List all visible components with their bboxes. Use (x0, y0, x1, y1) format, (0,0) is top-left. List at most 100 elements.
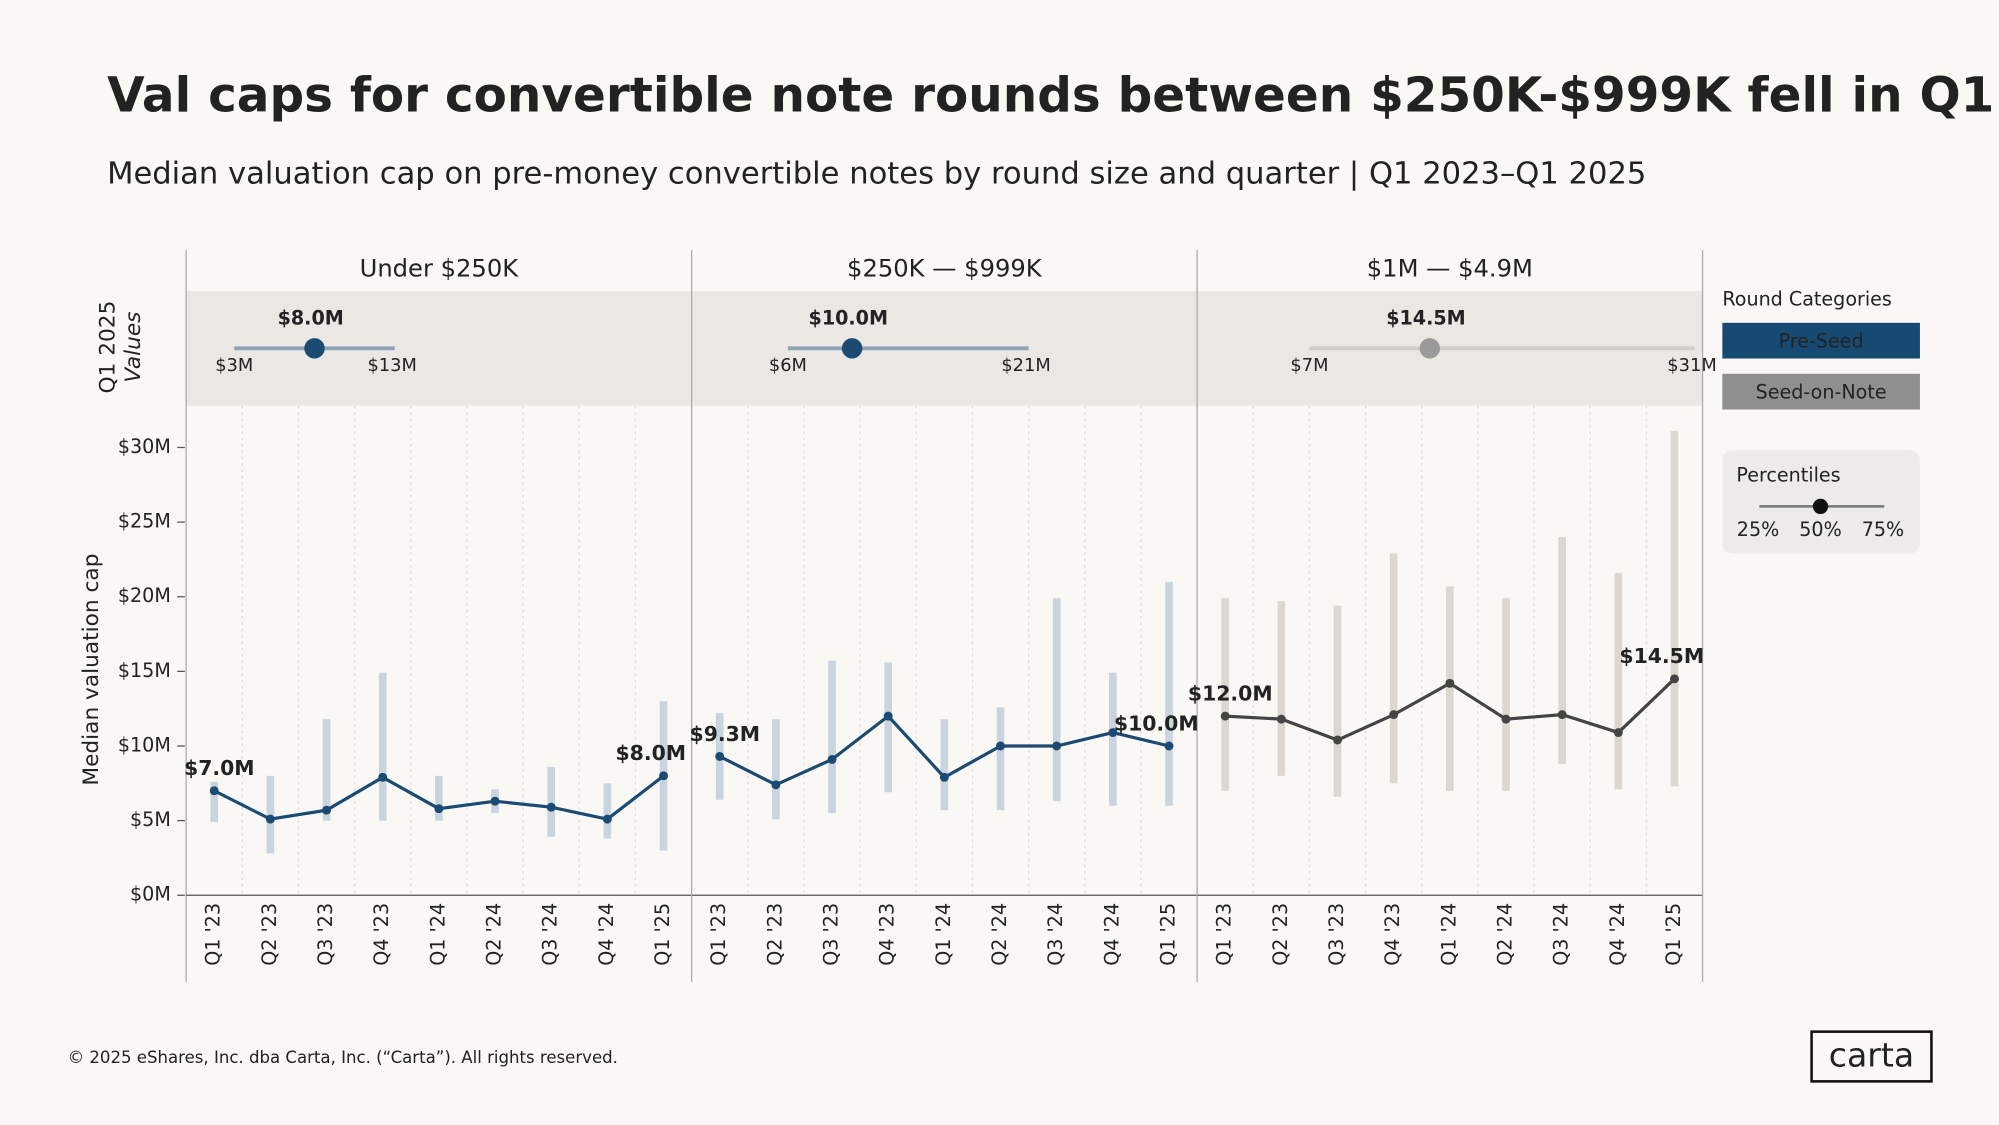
data-label: $14.5M (1619, 644, 1704, 668)
median-point (659, 771, 668, 781)
median-point (1613, 728, 1623, 738)
data-label: $12.0M (1188, 681, 1273, 705)
x-tick-label: Q2 '23 (1269, 903, 1292, 966)
data-label: $7.0M (184, 756, 255, 780)
strip-median-label: $10.0M (809, 306, 888, 329)
median-point (209, 786, 219, 796)
strip-label: Values (121, 312, 146, 383)
median-point (602, 814, 612, 824)
range-bar (1109, 672, 1117, 806)
logo: carta (1829, 1036, 1914, 1075)
median-point (1557, 710, 1567, 720)
percentile-label: 25% (1737, 518, 1779, 541)
x-tick-label: Q2 '24 (483, 903, 506, 966)
x-tick-label: Q1 '23 (202, 903, 225, 966)
x-tick-label: Q4 '23 (876, 903, 899, 966)
panel-title: $1M — $4.9M (1367, 254, 1533, 282)
strip-high-label: $31M (1667, 355, 1716, 376)
median-point (1220, 711, 1230, 721)
median-point (939, 772, 949, 782)
percentile-title: Percentiles (1736, 463, 1840, 486)
strip-high-label: $13M (367, 355, 416, 376)
x-tick-label: Q2 '24 (988, 903, 1011, 966)
y-tick-label: $20M (118, 584, 171, 607)
x-tick-label: Q2 '24 (1494, 903, 1517, 966)
x-tick-label: Q1 '23 (707, 903, 730, 966)
strip-low-label: $7M (1290, 355, 1328, 376)
range-bar (1333, 605, 1342, 797)
range-bar (1558, 537, 1567, 764)
range-bar (940, 719, 949, 811)
percentile-label: 50% (1799, 518, 1841, 541)
legend-label[interactable]: Seed-on-Note (1756, 380, 1887, 403)
x-tick-label: Q3 '23 (314, 903, 337, 966)
percentile-handle[interactable] (1812, 498, 1829, 515)
range-bar (884, 662, 893, 793)
x-tick-label: Q3 '24 (1550, 903, 1573, 966)
x-tick-label: Q1 '24 (426, 903, 449, 966)
range-bar (1277, 601, 1286, 776)
chart-subtitle: Median valuation cap on pre-money conver… (107, 156, 1646, 191)
y-axis-label: Median valuation cap (79, 554, 104, 786)
median-point (1276, 714, 1286, 724)
legend-label[interactable]: Pre-Seed (1779, 329, 1864, 352)
median-point (1445, 678, 1455, 688)
range-bar (1165, 581, 1173, 806)
y-tick-label: $5M (130, 808, 171, 831)
range-bar (1052, 598, 1061, 802)
y-tick-label: $0M (130, 883, 171, 906)
x-tick-label: Q2 '23 (258, 903, 281, 966)
x-tick-label: Q1 '24 (1437, 903, 1460, 966)
median-point (265, 814, 275, 824)
range-bar (266, 775, 275, 854)
strip-median (1419, 338, 1440, 359)
median-point (1052, 741, 1062, 751)
median-point (434, 804, 444, 814)
range-bar (1670, 431, 1679, 787)
x-tick-label: Q3 '24 (539, 903, 562, 966)
range-bar (1221, 598, 1230, 791)
legend-title: Round Categories (1722, 287, 1892, 310)
legend-button[interactable] (1722, 373, 1920, 410)
x-tick-label: Q1 '24 (932, 903, 955, 966)
range-bar (210, 781, 219, 823)
percentile-label: 75% (1862, 518, 1904, 541)
median-point (1333, 735, 1342, 745)
strip-median (304, 338, 325, 359)
strip-high-label: $21M (1001, 355, 1050, 376)
median-point (1164, 741, 1174, 751)
range-bar (1446, 586, 1454, 791)
y-tick-label: $15M (118, 659, 171, 682)
x-tick-label: Q4 '24 (1606, 903, 1629, 966)
footer: © 2025 eShares, Inc. dba Carta, Inc. (“C… (68, 1048, 618, 1067)
panel-title: Under $250K (360, 254, 520, 282)
chart-title: Val caps for convertible note rounds bet… (107, 67, 1999, 123)
data-label: $8.0M (616, 741, 687, 765)
range-bar (1389, 553, 1398, 784)
range-bar (1614, 572, 1623, 790)
median-point (883, 711, 893, 721)
x-tick-label: Q4 '23 (370, 903, 393, 966)
panel-title: $250K — $999K (847, 254, 1043, 282)
x-tick-label: Q4 '24 (1100, 903, 1123, 966)
median-point (378, 772, 388, 782)
x-tick-label: Q1 '25 (1662, 903, 1685, 966)
legend-button[interactable] (1722, 322, 1920, 359)
x-tick-label: Q1 '23 (1213, 903, 1236, 966)
strip-median (841, 338, 863, 359)
x-tick-label: Q2 '23 (763, 903, 786, 966)
data-label: $10.0M (1114, 711, 1199, 735)
strip-median-label: $8.0M (278, 306, 344, 329)
range-bar (772, 719, 780, 820)
range-bar (996, 707, 1005, 811)
median-point (996, 741, 1005, 751)
median-point (322, 805, 332, 815)
y-tick-label: $30M (118, 435, 171, 458)
logo-box (1810, 1030, 1933, 1083)
median-point (546, 802, 556, 812)
x-tick-label: Q1 '25 (1157, 903, 1180, 966)
range-bar (547, 766, 556, 838)
range-bar (603, 783, 612, 839)
x-tick-label: Q4 '24 (595, 903, 618, 966)
